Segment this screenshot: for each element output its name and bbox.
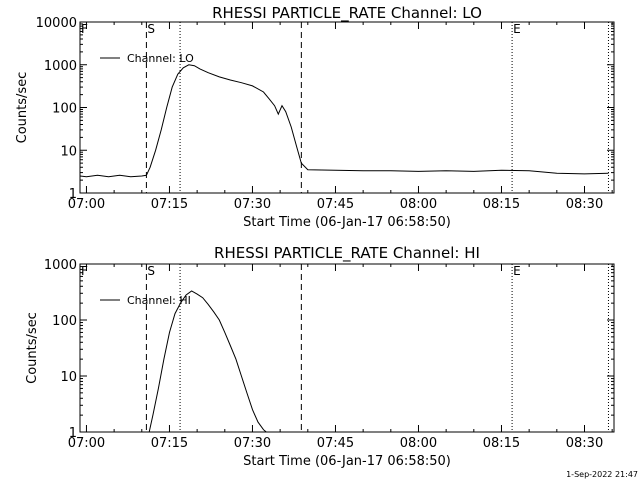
x-tick-label: 07:30	[234, 436, 271, 451]
x-tick-label: 08:30	[566, 436, 603, 451]
x-tick-label: 07:00	[68, 197, 105, 212]
y-axis-label: Counts/sec	[25, 312, 40, 384]
chart-title: RHESSI PARTICLE_RATE Channel: LO	[212, 4, 482, 23]
legend-label: Channel: LO	[127, 52, 194, 65]
plot-frame	[79, 21, 615, 194]
y-tick-label: 10	[60, 370, 77, 385]
marker-label: E	[513, 264, 521, 278]
y-tick-label: 10000	[36, 16, 77, 31]
y-tick-label: 10	[60, 144, 77, 159]
x-tick-label: 07:45	[317, 436, 354, 451]
x-axis-label: Start Time (06-Jan-17 06:58:50)	[243, 454, 451, 469]
x-tick-label: 07:30	[234, 197, 271, 212]
corner-label: F	[81, 22, 88, 36]
y-tick-label: 1000	[44, 59, 77, 74]
corner-label: F	[81, 264, 88, 278]
marker-label: S	[147, 22, 155, 36]
marker-label: S	[147, 264, 155, 278]
x-tick-label: 07:15	[151, 197, 188, 212]
x-tick-label: 08:30	[566, 197, 603, 212]
timestamp-text: 1-Sep-2022 21:47	[566, 470, 638, 479]
y-tick-label: 100	[52, 102, 77, 117]
legend-label: Channel: HI	[127, 294, 191, 307]
y-tick-label: 1	[69, 187, 77, 202]
y-axis-label: Counts/sec	[15, 72, 30, 144]
series-line	[148, 290, 267, 432]
marker-label: E	[513, 22, 521, 36]
series-line	[80, 64, 609, 178]
y-tick-label: 1	[69, 426, 77, 441]
plot-frame	[79, 263, 615, 433]
x-tick-label: 08:15	[483, 197, 520, 212]
x-tick-label: 08:15	[483, 436, 520, 451]
y-tick-label: 1000	[44, 258, 77, 273]
x-tick-label: 07:00	[68, 436, 105, 451]
chart-title: RHESSI PARTICLE_RATE Channel: HI	[214, 244, 480, 263]
x-axis-label: Start Time (06-Jan-17 06:58:50)	[243, 215, 451, 230]
y-tick-label: 100	[52, 314, 77, 329]
x-tick-label: 07:15	[151, 436, 188, 451]
x-tick-label: 08:00	[400, 197, 437, 212]
x-tick-label: 07:45	[317, 197, 354, 212]
x-tick-label: 08:00	[400, 436, 437, 451]
